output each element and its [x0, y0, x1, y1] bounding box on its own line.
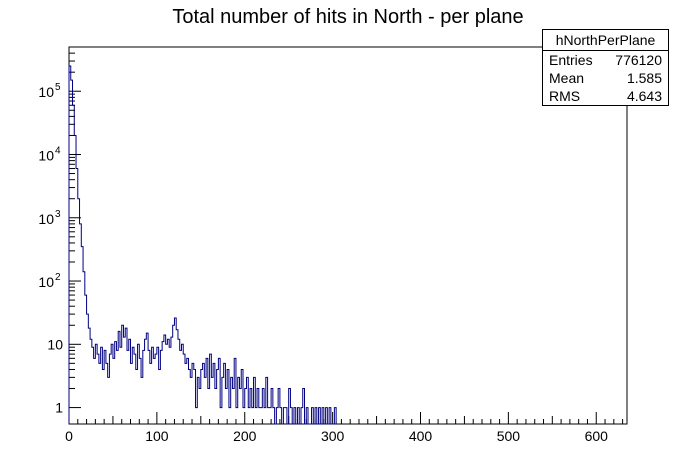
stats-row-entries: Entries 776120	[543, 51, 668, 69]
y-tick-label: 1	[55, 400, 63, 416]
y-tick-exponent: 5	[55, 82, 61, 93]
chart-title: Total number of hits in North - per plan…	[172, 6, 524, 28]
stats-value: 776120	[615, 52, 662, 68]
y-tick-label: 10	[38, 84, 54, 100]
x-tick-label: 600	[585, 428, 609, 444]
histogram-line	[68, 65, 337, 425]
y-tick-exponent: 3	[55, 209, 61, 220]
x-tick-label: 0	[65, 428, 73, 444]
x-tick-label: 400	[409, 428, 433, 444]
y-tick-exponent: 4	[55, 145, 61, 156]
stats-box-title: hNorthPerPlane	[543, 30, 668, 51]
stats-label: RMS	[549, 88, 581, 104]
stats-row-rms: RMS 4.643	[543, 87, 668, 105]
y-tick-label: 10	[47, 336, 63, 352]
stats-value: 1.585	[626, 70, 662, 86]
y-tick-exponent: 2	[55, 272, 61, 283]
y-tick-label: 10	[38, 274, 54, 290]
stats-value: 4.643	[626, 88, 662, 104]
y-tick-label: 10	[38, 147, 54, 163]
x-tick-label: 500	[497, 428, 521, 444]
stats-row-mean: Mean 1.585	[543, 69, 668, 87]
stats-label: Mean	[549, 70, 585, 86]
stats-label: Entries	[549, 52, 593, 68]
x-tick-label: 300	[321, 428, 345, 444]
x-tick-label: 200	[233, 428, 257, 444]
stats-box: hNorthPerPlane Entries 776120 Mean 1.585…	[542, 29, 669, 106]
x-tick-label: 100	[145, 428, 169, 444]
y-tick-label: 10	[38, 211, 54, 227]
